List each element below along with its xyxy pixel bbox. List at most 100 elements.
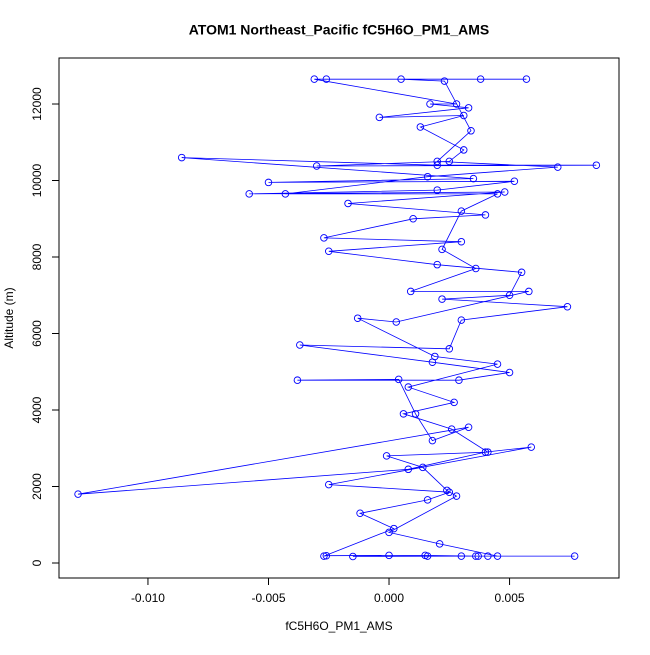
data-point	[469, 174, 478, 183]
data-point	[527, 443, 536, 451]
data-point	[510, 177, 519, 186]
y-tick-label: 8000	[30, 243, 44, 270]
data-point	[457, 552, 466, 560]
data-point	[505, 291, 514, 300]
data-point	[474, 552, 482, 560]
data-point	[325, 247, 333, 256]
x-tick-label: 0.005	[495, 591, 525, 605]
data-point	[493, 360, 502, 368]
data-point	[423, 172, 432, 181]
data-point	[438, 295, 446, 303]
y-tick-label: 4000	[30, 396, 44, 423]
data-point	[452, 100, 461, 108]
data-point	[435, 540, 444, 548]
data-point	[416, 123, 425, 131]
data-point	[433, 161, 441, 169]
data-point	[423, 552, 432, 560]
series-line	[77, 78, 597, 557]
data-point	[460, 146, 468, 154]
data-point	[428, 436, 437, 445]
x-tick-label: 0.000	[374, 591, 404, 605]
data-point	[592, 161, 601, 169]
data-point	[293, 376, 302, 384]
data-point	[493, 190, 502, 198]
data-point	[397, 75, 405, 83]
data-point	[525, 287, 533, 296]
data-point	[426, 100, 434, 108]
data-point	[320, 552, 328, 560]
data-point	[433, 186, 441, 194]
data-point	[476, 75, 485, 83]
data-point	[467, 127, 475, 135]
data-point	[563, 302, 572, 311]
data-point	[411, 410, 420, 418]
data-point	[322, 75, 331, 83]
data-point	[349, 552, 357, 561]
data-point	[481, 211, 490, 219]
x-axis-label: fC5H6O_PM1_AMS	[285, 619, 392, 633]
data-point	[433, 260, 441, 269]
data-point	[385, 528, 393, 537]
data-point	[406, 287, 415, 296]
data-point	[74, 490, 82, 498]
data-point	[409, 215, 417, 223]
data-point	[500, 188, 509, 196]
data-point	[457, 207, 466, 215]
data-point	[457, 237, 466, 246]
data-point	[554, 163, 562, 171]
data-point	[392, 318, 401, 326]
data-point	[394, 375, 403, 384]
data-point	[455, 376, 463, 384]
data-point	[433, 157, 441, 166]
y-tick-label: 12000	[30, 87, 44, 121]
data-point	[450, 398, 458, 407]
data-point	[457, 316, 466, 324]
data-point	[484, 552, 492, 560]
data-point	[353, 314, 362, 322]
x-tick-label: -0.010	[131, 591, 165, 605]
plot-frame	[58, 57, 620, 579]
y-tick-label: 2000	[30, 473, 44, 500]
data-point	[472, 264, 480, 273]
data-point	[264, 178, 273, 187]
data-point	[356, 509, 364, 518]
data-point	[320, 234, 328, 242]
data-point	[493, 552, 502, 560]
data-point	[281, 190, 290, 198]
data-point	[419, 463, 427, 472]
data-point	[177, 153, 186, 162]
data-point	[443, 486, 451, 495]
data-point	[404, 465, 413, 474]
data-point	[445, 345, 454, 353]
data-point	[447, 425, 456, 433]
y-tick-label: 6000	[30, 320, 44, 347]
data-point	[472, 552, 480, 560]
data-point	[245, 190, 253, 198]
data-point	[481, 448, 490, 456]
data-point	[484, 448, 492, 456]
data-point	[522, 75, 531, 83]
y-axis-label: Altitude (m)	[2, 287, 16, 348]
data-point	[431, 352, 439, 361]
data-point	[382, 452, 391, 460]
data-point	[312, 162, 321, 170]
data-point	[452, 492, 461, 500]
data-point	[517, 268, 526, 277]
data-point	[344, 199, 352, 208]
data-point	[322, 551, 331, 560]
data-point	[404, 383, 413, 391]
chart-title: ATOM1 Northeast_Pacific fC5H6O_PM1_AMS	[189, 22, 490, 38]
data-point	[570, 552, 579, 560]
data-point	[325, 480, 333, 489]
y-tick-label: 10000	[30, 164, 44, 198]
x-tick-label: -0.005	[251, 591, 285, 605]
data-point	[390, 524, 398, 533]
data-point	[505, 368, 514, 377]
data-point	[438, 245, 446, 254]
data-point	[399, 410, 408, 418]
data-point	[310, 75, 319, 83]
data-point	[460, 111, 468, 120]
data-point	[375, 113, 384, 122]
data-point	[423, 496, 432, 504]
